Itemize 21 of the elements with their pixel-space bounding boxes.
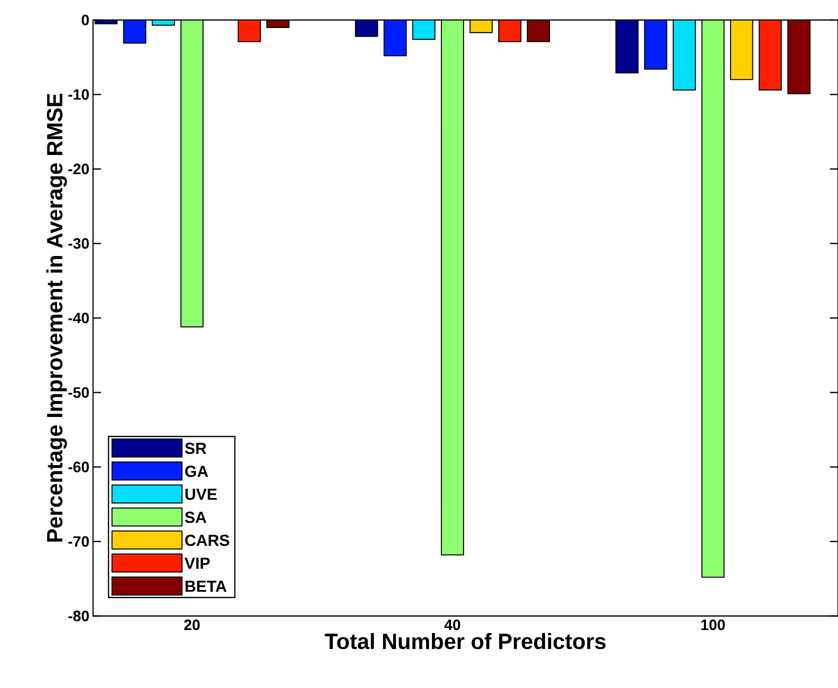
x-tick-label: 100	[701, 620, 725, 630]
legend-label: VIP	[184, 558, 210, 569]
y-tick-label: 0	[82, 14, 89, 26]
legend-label: SR	[184, 442, 206, 454]
x-tick-label: 40	[444, 620, 460, 630]
legend-label: BETA	[186, 580, 226, 592]
x-tick-label: 20	[184, 620, 200, 630]
x-axis-title: Total Number of Predictors	[324, 632, 606, 650]
y-tick-label: -70	[68, 536, 89, 547]
y-tick-label: -30	[68, 238, 89, 249]
legend-label: UVE	[185, 488, 217, 500]
y-tick-label: -50	[68, 387, 89, 398]
y-tick-label: -20	[68, 164, 89, 174]
legend-label: GA	[185, 466, 208, 477]
y-tick-label: -80	[68, 610, 89, 622]
y-tick-label: -40	[68, 312, 89, 324]
y-tick-label: -10	[68, 89, 89, 100]
legend-label: CARS	[185, 534, 230, 546]
y-axis-title: Percentage Improvement in Average RMSE	[46, 94, 67, 542]
legend-label: SA	[184, 512, 206, 523]
y-tick-label: -60	[68, 462, 89, 472]
